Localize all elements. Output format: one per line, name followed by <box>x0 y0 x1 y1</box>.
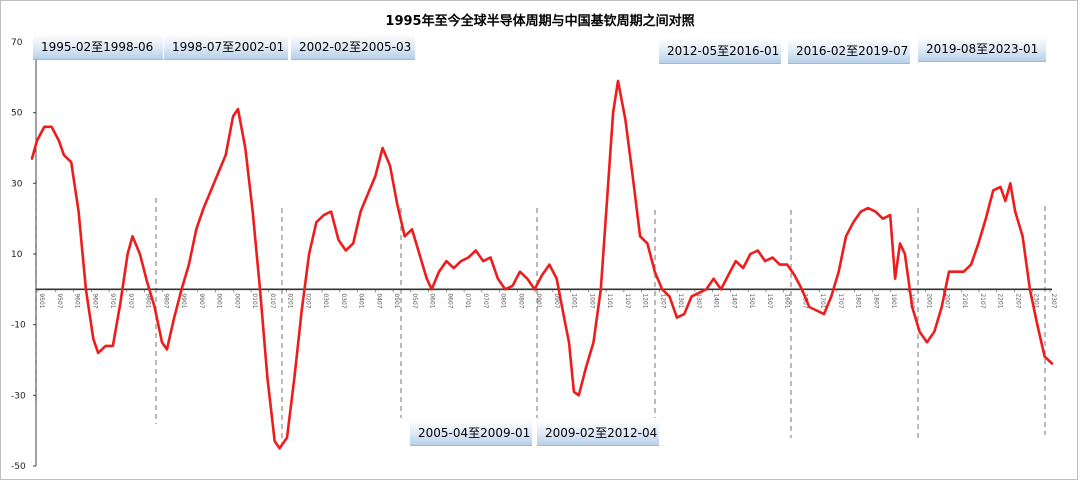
x-tick-label: 0501 <box>393 293 400 308</box>
y-tick-label: -50 <box>11 462 26 472</box>
x-tick-label: 0401 <box>358 293 365 308</box>
x-tick-label: 2107 <box>979 293 986 308</box>
x-tick-label: 1701 <box>819 293 826 308</box>
x-tick-label: 2307 <box>1050 293 1057 308</box>
x-tick-label: 0601 <box>429 293 436 308</box>
series-line-0 <box>30 79 1054 450</box>
x-tick-label: 2207 <box>1014 293 1021 308</box>
cycle-dividers <box>35 180 1046 445</box>
x-tick-label: 2007 <box>943 293 950 308</box>
x-tick-label: 0101 <box>251 293 258 308</box>
y-tick-label: -30 <box>11 391 26 401</box>
x-tick-label: 0107 <box>269 293 276 308</box>
y-tick-label: 10 <box>11 250 23 260</box>
x-tick-label: 9801 <box>145 293 152 308</box>
x-tick-label: 1001 <box>571 293 578 308</box>
x-tick-label: 9507 <box>56 293 63 308</box>
cycle-label-5: 2009-02至2012-04 <box>537 420 659 446</box>
y-tick-label: 50 <box>11 109 23 119</box>
y-tick-labels: -50 -30 -10 10 30 50 70 <box>11 38 36 472</box>
x-tick-label: 9601 <box>74 293 81 308</box>
cycle-label-7: 2016-02至2019-07 <box>788 38 910 64</box>
x-tick-label: 1107 <box>624 293 631 308</box>
x-tick-label: 0407 <box>375 293 382 308</box>
x-tick-label: 0607 <box>446 293 453 308</box>
axes <box>35 38 1052 466</box>
x-tick-label: 9501 <box>38 293 45 308</box>
x-tick-label: 1901 <box>890 293 897 308</box>
x-tick-label: 0801 <box>500 293 507 308</box>
x-tick-label: 1401 <box>713 293 720 308</box>
cycle-label-1: 1995-02至1998-06 <box>33 34 163 60</box>
x-tick-label: 9701 <box>109 293 116 308</box>
series-lines <box>30 79 1054 450</box>
x-tick-label: 9807 <box>162 293 169 308</box>
x-tick-label: 9707 <box>127 293 134 308</box>
cycle-label-6: 2012-05至2016-01 <box>659 38 781 64</box>
y-tick-label: 70 <box>11 38 23 48</box>
cycle-label-4: 2005-04至2009-01 <box>410 420 532 446</box>
y-tick-label: 30 <box>11 179 23 189</box>
x-tick-label: 1507 <box>766 293 773 308</box>
x-tick-label: 1607 <box>801 293 808 308</box>
x-tick-label: 0807 <box>517 293 524 308</box>
cycle-label-8: 2019-08至2023-01 <box>918 36 1046 62</box>
x-tick-label: 0301 <box>322 293 329 308</box>
x-tick-label: 2201 <box>997 293 1004 308</box>
x-tick-label: 0307 <box>340 293 347 308</box>
x-tick-label: 0507 <box>411 293 418 308</box>
x-tick-label: 0907 <box>553 293 560 308</box>
x-tick-label: 0707 <box>482 293 489 308</box>
x-tick-label: 1201 <box>642 293 649 308</box>
cycle-label-2: 1998-07至2002-01 <box>164 34 288 60</box>
x-tick-label: 1101 <box>606 293 613 308</box>
y-tick-label: -10 <box>11 321 26 331</box>
x-tick-label: 1501 <box>748 293 755 308</box>
x-tick-label: 1807 <box>872 293 879 308</box>
x-tick-label: 0901 <box>535 293 542 308</box>
x-tick-labels: 9501 9507 9601 9607 9701 9707 9801 9807 9901 9907… <box>37 289 1057 309</box>
x-tick-label: 0201 <box>287 293 294 308</box>
x-tick-label: 1207 <box>659 293 666 308</box>
x-tick-label: 0007 <box>233 293 240 308</box>
x-tick-label: 1801 <box>855 293 862 308</box>
x-tick-label: 0001 <box>216 293 223 308</box>
x-tick-label: 1707 <box>837 293 844 308</box>
chart-title: 1995年至今全球半导体周期与中国基钦周期之间对照 <box>385 14 695 29</box>
x-tick-label: 0207 <box>304 293 311 308</box>
x-tick-label: 1301 <box>677 293 684 308</box>
x-tick-label: 1601 <box>784 293 791 308</box>
x-tick-label: 2301 <box>1032 293 1039 308</box>
x-tick-label: 9901 <box>180 293 187 308</box>
x-tick-label: 9607 <box>91 293 98 308</box>
x-tick-label: 2101 <box>961 293 968 308</box>
cycle-label-3: 2002-02至2005-03 <box>291 34 415 60</box>
x-tick-label: 9907 <box>198 293 205 308</box>
x-tick-label: 1307 <box>695 293 702 308</box>
x-tick-label: 2001 <box>926 293 933 308</box>
x-tick-label: 1407 <box>730 293 737 308</box>
x-tick-label: 0701 <box>464 293 471 308</box>
x-tick-label: 1007 <box>588 293 595 308</box>
